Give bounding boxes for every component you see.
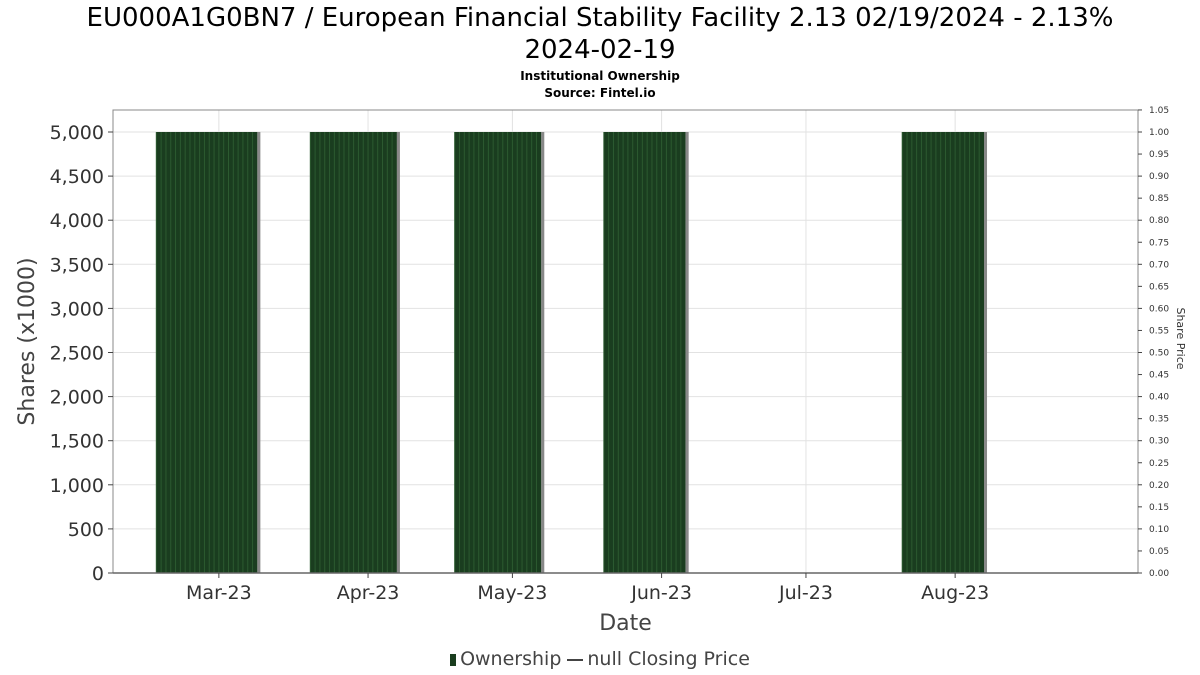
y2-tick-label: 0.00: [1149, 569, 1169, 579]
y2-tick-label: 0.55: [1149, 326, 1169, 336]
y2-tick-label: 0.80: [1149, 216, 1169, 226]
y2-tick-label: 0.10: [1149, 525, 1169, 535]
chart-title-line-1: EU000A1G0BN7 / European Financial Stabil…: [86, 3, 1114, 33]
y2-tick-label: 0.05: [1149, 547, 1169, 557]
y2-tick-label: 0.25: [1149, 459, 1169, 469]
price-legend-line: [567, 658, 584, 661]
y2-tick-label: 0.35: [1149, 415, 1169, 425]
y-tick-label: 0: [92, 563, 104, 585]
y2-tick-label: 0.45: [1149, 371, 1169, 381]
y2-tick-label: 0.65: [1149, 282, 1169, 292]
y2-tick-label: 0.60: [1149, 304, 1169, 314]
ownership-bar: [309, 132, 400, 573]
legend-price-label: null Closing Price: [587, 648, 750, 670]
chart-source: Source: Fintel.io: [544, 86, 656, 100]
x-tick-label: Apr-23: [337, 582, 400, 604]
x-tick-label: May-23: [477, 582, 547, 604]
y2-tick-label: 0.70: [1149, 260, 1169, 270]
y-tick-label: 2,500: [50, 343, 104, 365]
ownership-legend-swatch: [450, 653, 457, 666]
x-tick-label: Aug-23: [921, 582, 989, 604]
y2-tick-label: 0.85: [1149, 194, 1169, 204]
y-tick-label: 3,000: [50, 298, 104, 320]
y-axis-title: Shares (x1000): [15, 257, 40, 425]
y-tick-label: 1,000: [50, 475, 104, 497]
y-tick-label: 2,000: [50, 387, 104, 409]
y-tick-label: 1,500: [50, 431, 104, 453]
ownership-bar: [901, 132, 988, 573]
x-tick-label: Mar-23: [186, 582, 252, 604]
y-tick-label: 4,000: [50, 210, 104, 232]
y2-axis-title: Share Price: [1174, 307, 1187, 369]
y-tick-label: 4,500: [50, 166, 104, 188]
y2-tick-label: 0.75: [1149, 238, 1169, 248]
y2-tick-label: 1.05: [1149, 106, 1169, 116]
chart-legend: Ownership null Closing Price: [0, 648, 1200, 670]
chart-title-line-2: 2024-02-19: [524, 35, 676, 65]
y2-tick-label: 0.90: [1149, 172, 1169, 182]
y2-tick-label: 0.50: [1149, 349, 1169, 359]
y2-tick-label: 0.15: [1149, 503, 1169, 513]
x-tick-label: Jul-23: [778, 582, 833, 604]
y2-tick-label: 1.00: [1149, 128, 1169, 138]
y2-tick-label: 0.20: [1149, 481, 1169, 491]
ownership-bar: [155, 132, 261, 573]
x-tick-label: Jun-23: [630, 582, 692, 604]
chart-subtitle: Institutional Ownership: [520, 69, 680, 83]
legend-ownership-label: Ownership: [460, 648, 562, 670]
x-axis-title: Date: [599, 611, 652, 636]
ownership-bar: [603, 132, 689, 573]
y2-tick-label: 0.95: [1149, 150, 1169, 160]
y-tick-label: 3,500: [50, 254, 104, 276]
y2-tick-label: 0.30: [1149, 437, 1169, 447]
y2-tick-label: 0.40: [1149, 393, 1169, 403]
y-tick-label: 5,000: [50, 122, 104, 144]
y-tick-label: 500: [68, 519, 104, 541]
ownership-bar: [454, 132, 545, 573]
